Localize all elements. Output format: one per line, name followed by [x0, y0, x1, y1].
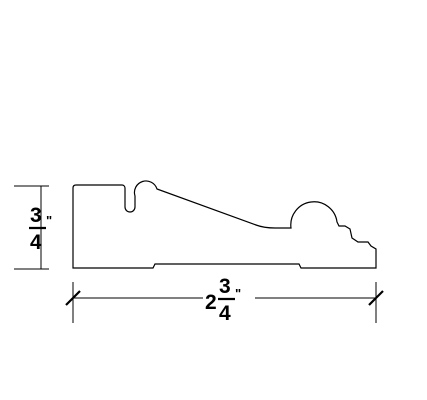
width-dim-inch-mark: ": [235, 286, 241, 301]
width-dim-whole: 2: [205, 291, 217, 314]
width-dim-tick-right: [368, 290, 384, 306]
width-dim-numerator: 3: [219, 275, 231, 298]
width-dim-tick-left: [65, 290, 81, 306]
width-dim-denominator: 4: [219, 302, 231, 325]
height-dim-denominator: 4: [30, 231, 42, 254]
height-dim-numerator: 3: [30, 204, 42, 227]
height-dim-inch-mark: ": [46, 213, 52, 228]
molding-profile-outline: [72, 180, 377, 269]
